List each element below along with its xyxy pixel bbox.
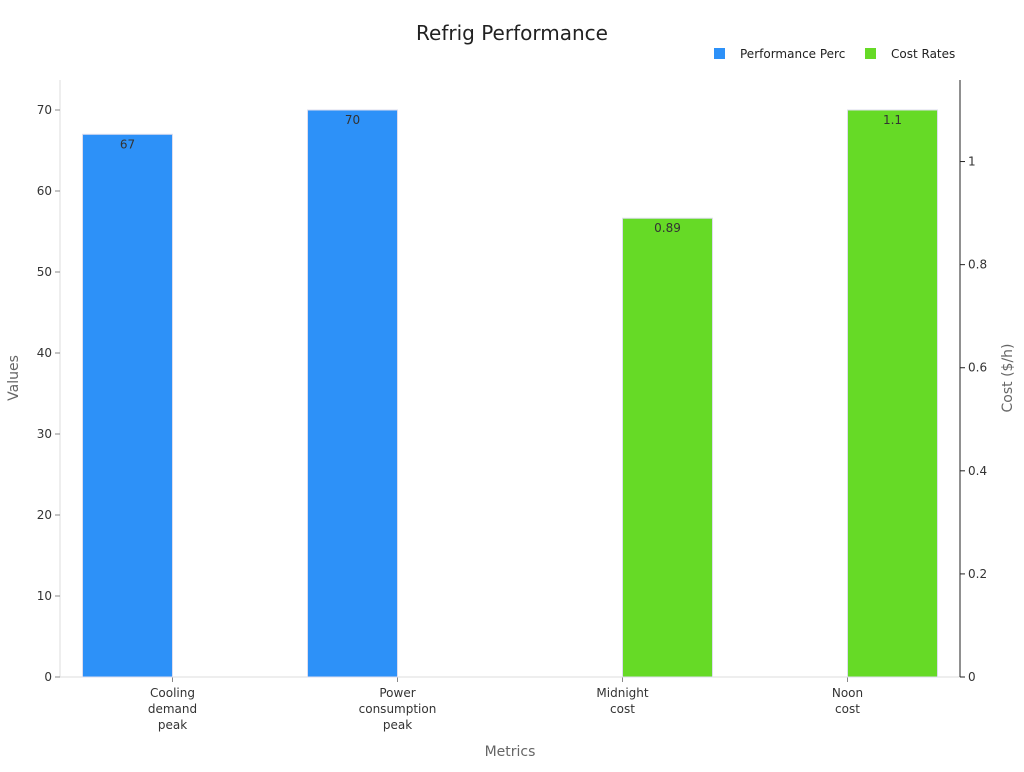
y2-tick-label: 0.2 [968,567,987,581]
y2-tick-label: 0 [968,670,976,684]
x-tick-label: Noon cost [832,686,863,716]
y2-tick-label: 0.4 [968,464,987,478]
bar-data-label: 1.1 [883,113,902,127]
x-axis-label: Metrics [485,744,536,760]
bar [847,109,938,678]
bar-data-label: 70 [345,113,360,127]
legend-swatch [714,48,725,59]
legend-swatch [865,48,876,59]
y-tick-label: 40 [37,346,52,360]
y-tick-label: 30 [37,427,52,441]
x-tick-label: Midnight cost [596,686,648,716]
y2-tick-label: 0.8 [968,258,987,272]
y-tick-label: 10 [37,589,52,603]
y-tick-label: 50 [37,265,52,279]
y2-axis-label: Cost ($/h) [1000,344,1016,413]
y-axis-label: Values [6,355,22,401]
x-tick-label: Cooling demand peak [148,686,197,732]
chart-title: Refrig Performance [416,21,608,45]
x-tick-label: Power consumption peak [359,686,437,732]
y-tick-label: 0 [44,670,52,684]
legend-label: Cost Rates [891,47,955,61]
bar [82,133,173,678]
legend-label: Performance Perc [740,47,845,61]
bar-data-label: 0.89 [654,221,681,235]
bar [622,217,713,678]
y2-tick-label: 0.6 [968,361,987,375]
y2-tick-label: 1 [968,155,976,169]
y-tick-label: 70 [37,103,52,117]
bar [307,109,398,678]
y-tick-label: 20 [37,508,52,522]
bar-data-label: 67 [120,137,135,151]
y-tick-label: 60 [37,184,52,198]
